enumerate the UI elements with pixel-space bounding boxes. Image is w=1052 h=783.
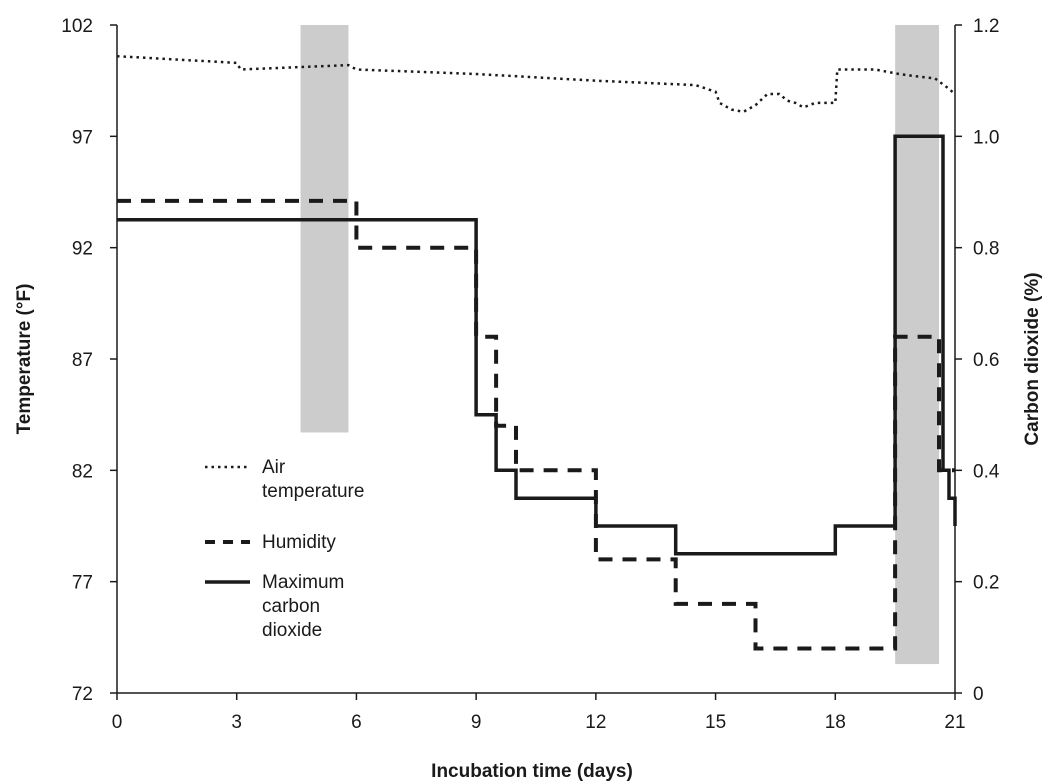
x-tick-label: 15 — [705, 712, 726, 733]
x-axis-title: Incubation time (days) — [431, 761, 633, 782]
legend-label: dioxide — [262, 620, 322, 641]
y-left-tick-label: 72 — [72, 684, 93, 705]
legend-label: carbon — [262, 596, 320, 617]
x-tick-label: 12 — [585, 712, 606, 733]
y-right-tick-label: 0.8 — [973, 239, 999, 260]
legend-label: Humidity — [262, 532, 336, 553]
legend-label: Maximum — [262, 572, 344, 593]
y-right-tick-label: 0.6 — [973, 350, 999, 371]
legend: Air temperature Humidity Maximum carbon dioxi… — [205, 457, 364, 641]
y-right-tick-label: 1.2 — [973, 16, 999, 37]
y-right-tick-label: 0.2 — [973, 573, 999, 594]
y-left-tick-label: 92 — [72, 239, 93, 260]
y-left-tick-label: 97 — [72, 127, 93, 148]
x-tick-label: 18 — [825, 712, 846, 733]
series-lines — [116, 54, 957, 651]
series-maximum-carbon-dioxide — [117, 134, 957, 556]
x-ticks: 0 3 6 9 12 15 18 21 — [112, 693, 966, 733]
shaded-region-2 — [895, 25, 940, 665]
legend-label: temperature — [262, 481, 364, 502]
y-left-tick-label: 102 — [61, 16, 93, 37]
y-right-tick-label: 1.0 — [973, 127, 999, 148]
y-right-tick-label: 0 — [973, 684, 984, 705]
shaded-regions — [300, 25, 940, 665]
y-right-ticks: 0 0.2 0.4 0.6 0.8 1.0 1.2 — [955, 16, 1000, 705]
series-air-temperature — [116, 54, 956, 114]
y-right-axis-title: Carbon dioxide (%) — [1022, 272, 1043, 445]
x-tick-label: 3 — [231, 712, 242, 733]
x-tick-label: 9 — [471, 712, 482, 733]
shaded-region-1 — [300, 25, 349, 433]
x-tick-label: 6 — [351, 712, 362, 733]
y-left-axis-title: Temperature (°F) — [14, 284, 35, 435]
x-tick-label: 0 — [112, 712, 123, 733]
axes — [116, 25, 956, 694]
y-left-ticks: 72 77 82 87 92 97 102 — [61, 16, 117, 705]
x-tick-label: 21 — [944, 712, 965, 733]
y-right-tick-label: 0.4 — [973, 461, 1000, 482]
y-left-tick-label: 77 — [72, 573, 93, 594]
legend-label: Air — [262, 457, 286, 478]
y-left-tick-label: 82 — [72, 461, 93, 482]
y-left-tick-label: 87 — [72, 350, 93, 371]
